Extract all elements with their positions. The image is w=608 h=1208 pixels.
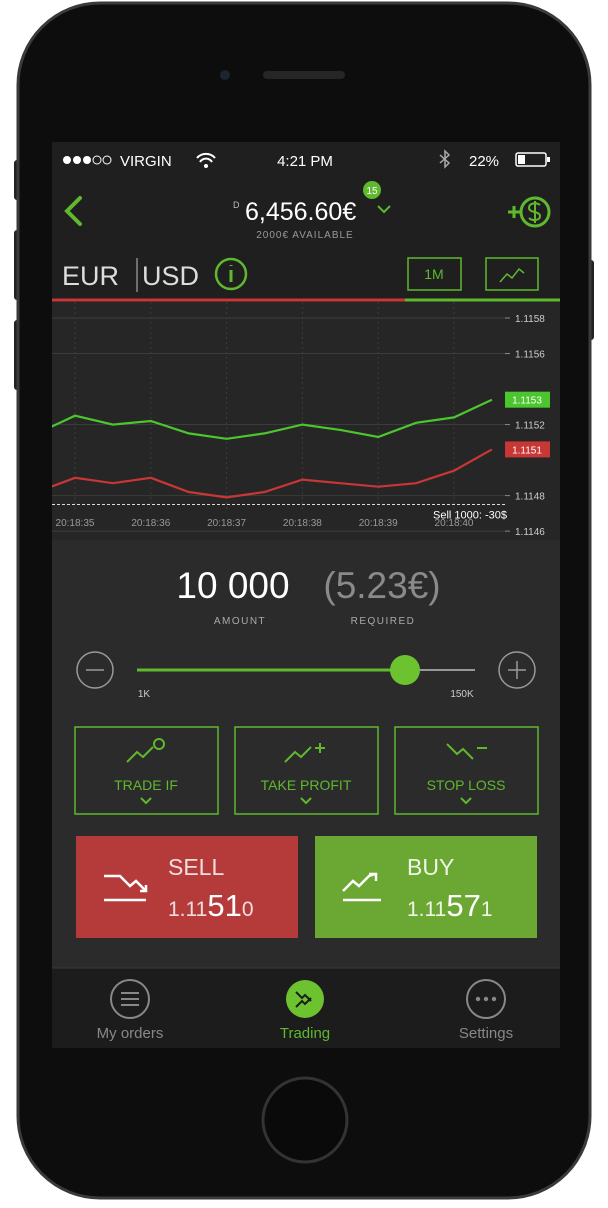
buy-label: BUY (407, 854, 454, 880)
trade-if-icon (126, 746, 154, 763)
period-button[interactable] (407, 257, 462, 291)
take-profit-button[interactable] (234, 726, 379, 815)
settings-tab[interactable] (466, 979, 506, 1019)
balance-dropdown[interactable] (377, 205, 391, 214)
y-tick-label: 1.1156 (515, 350, 545, 361)
price-tag (505, 391, 550, 408)
option-label: TAKE PROFIT (261, 777, 352, 793)
balance-prefix: D (233, 200, 240, 210)
available-funds: 2000€ AVAILABLE (256, 230, 353, 241)
deposit-button[interactable] (508, 196, 551, 228)
price-line (52, 448, 493, 499)
sell-price: 1.11510 (168, 888, 254, 923)
y-tick-label: 1.1158 (515, 314, 545, 325)
chart-type-button[interactable] (485, 257, 539, 291)
y-tick-label: 1.1146 (515, 527, 545, 538)
trade-if-button[interactable] (74, 726, 219, 815)
amount-label: AMOUNT (214, 616, 266, 627)
price-tag-label: 1.1153 (512, 396, 542, 407)
chart-area (52, 302, 560, 540)
my-orders-tab[interactable] (110, 979, 150, 1019)
carrier: VIRGIN (120, 153, 172, 170)
decrease-button[interactable] (76, 651, 114, 689)
price-chart: 1.1146 1.1148 1.1152 1.1156 1.1158 20:18:35 20… (52, 302, 550, 538)
buy-price: 1.11571 (407, 888, 493, 923)
option-label: TRADE IF (114, 777, 178, 793)
price-tail: 0 (242, 898, 254, 921)
home-button[interactable] (261, 1076, 349, 1164)
price-tag-label: 1.1151 (512, 445, 542, 456)
battery-icon (518, 155, 525, 164)
clock: 4:21 PM (277, 153, 333, 170)
take-profit-icon (284, 743, 325, 763)
price-tag (505, 441, 550, 458)
option-chevron (140, 797, 152, 805)
back-button[interactable] (64, 196, 82, 226)
chart-type-icon (499, 267, 525, 283)
sell-icon (104, 874, 148, 893)
slider-min: 1K (138, 689, 151, 700)
speaker (263, 71, 345, 79)
slider-knob[interactable] (390, 655, 420, 685)
info-button[interactable] (214, 257, 248, 291)
base-currency: EUR (62, 261, 119, 291)
price-lead: 1.11 (407, 898, 446, 921)
camera (220, 70, 230, 80)
battery-icon (515, 152, 547, 167)
price-pips: 57 (446, 888, 480, 923)
trading-tab[interactable] (286, 980, 324, 1018)
price-pips: 51 (207, 888, 241, 923)
price-line (52, 398, 493, 440)
required-margin: (5.23€) (323, 565, 440, 606)
battery-icon (547, 157, 550, 162)
y-tick-label: 1.1148 (515, 492, 545, 503)
option-chevron (460, 797, 472, 805)
price-tail: 1 (481, 898, 493, 921)
bluetooth-icon (439, 149, 451, 169)
badge-count: 15 (366, 186, 378, 197)
sell-label: SELL (168, 854, 224, 880)
x-tick-label: 20:18:40 (435, 518, 474, 529)
buy-button[interactable] (315, 836, 537, 938)
y-tick-label: 1.1152 (515, 421, 545, 432)
x-tick-label: 20:18:37 (207, 518, 246, 529)
x-tick-label: 20:18:35 (56, 518, 95, 529)
x-tick-label: 20:18:36 (131, 518, 170, 529)
tab-label: Trading (280, 1025, 330, 1042)
trade-if-icon (153, 738, 165, 750)
annotation-label: Sell 1000: -30$ (433, 509, 507, 521)
wifi-icon (196, 152, 216, 163)
stop-loss-button[interactable] (394, 726, 539, 815)
battery-level: 22% (469, 153, 499, 170)
increase-icon (508, 661, 526, 679)
tab-label: My orders (97, 1025, 164, 1042)
sell-button[interactable] (76, 836, 298, 938)
signal-dots (63, 155, 112, 165)
x-tick-label: 20:18:39 (359, 518, 398, 529)
stop-loss-icon (446, 743, 487, 760)
price-lead: 1.11 (168, 898, 207, 921)
period-label: 1M (424, 266, 443, 282)
x-tick-label: 20:18:38 (283, 518, 322, 529)
wifi-icon (204, 164, 208, 168)
quote-currency: USD (142, 261, 199, 291)
badge (363, 181, 381, 199)
increase-button[interactable] (498, 651, 536, 689)
amount: 10 000 (176, 565, 289, 606)
balance: 6,456.60€ (245, 198, 356, 226)
buy-icon (342, 872, 378, 892)
slider-max: 150K (450, 689, 474, 700)
option-label: STOP LOSS (427, 777, 506, 793)
option-chevron (300, 797, 312, 805)
tab-label: Settings (459, 1025, 513, 1042)
required-label: REQUIRED (351, 616, 416, 627)
